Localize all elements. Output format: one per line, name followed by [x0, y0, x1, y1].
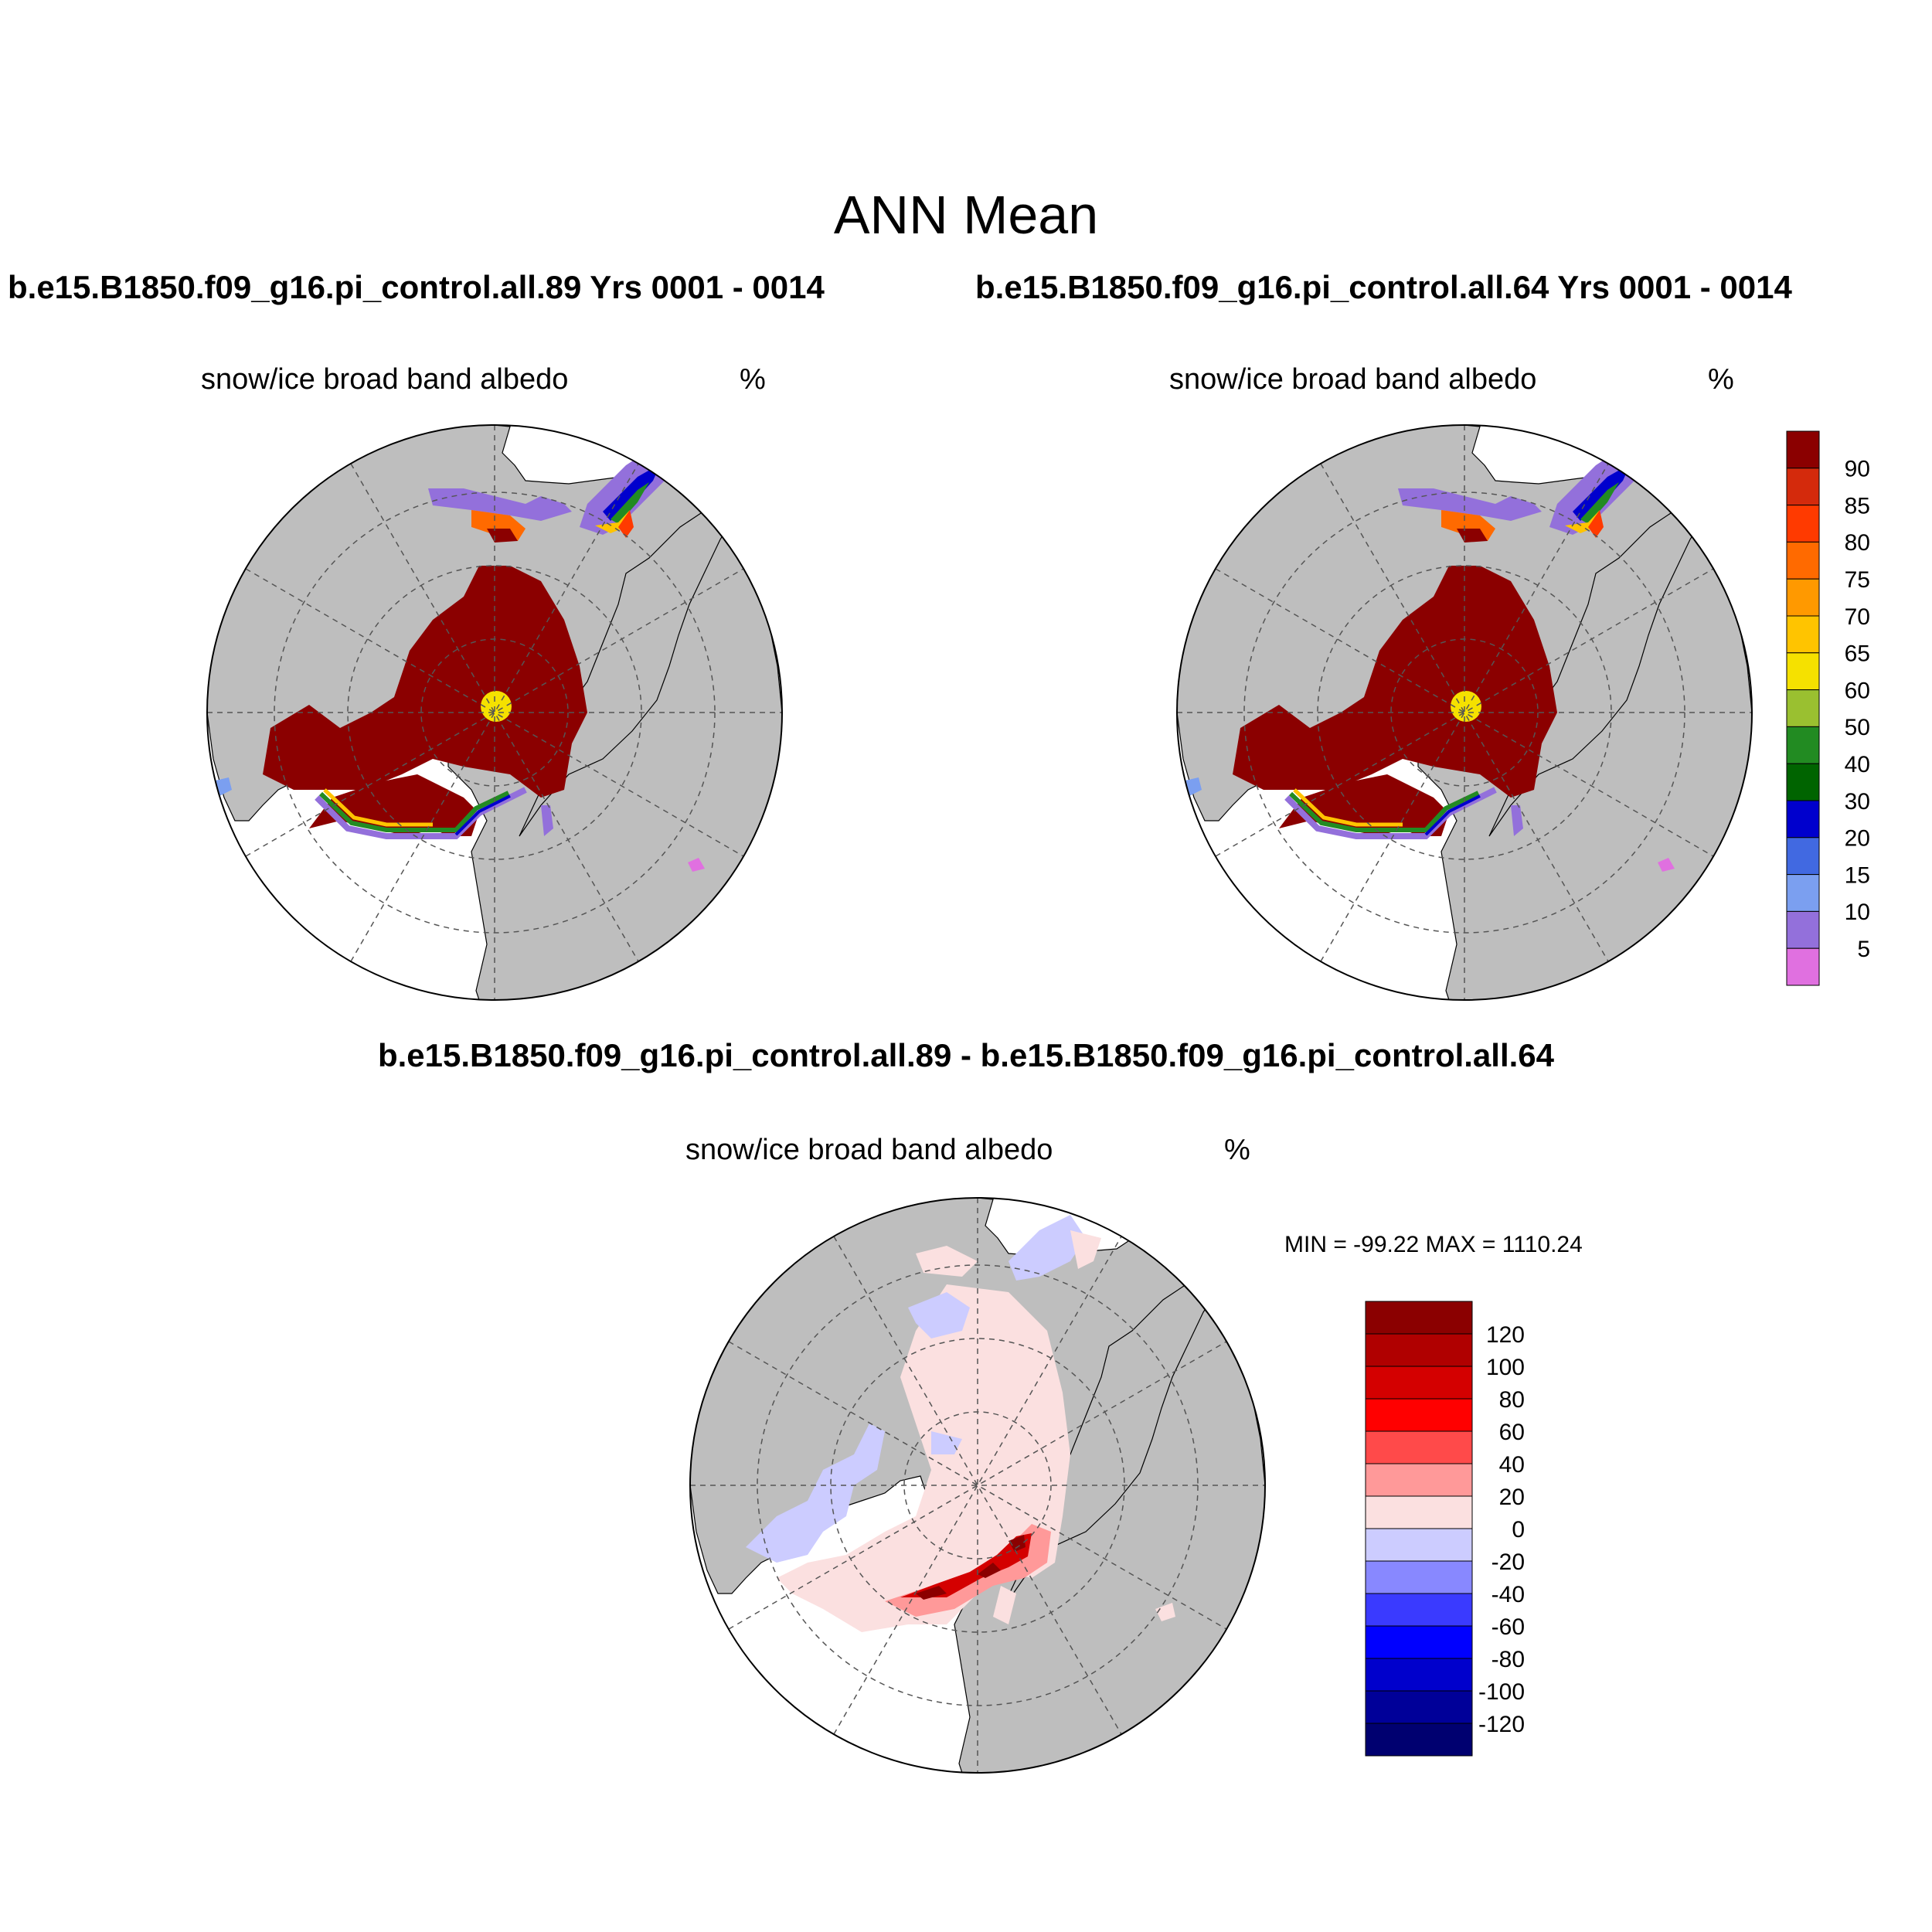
diff-colorbar-swatch [1365, 1625, 1473, 1659]
abs-colorbar-swatch [1786, 910, 1820, 949]
abs-colorbar-swatch [1786, 430, 1820, 469]
diff-colorbar-tick-label: 40 [1499, 1452, 1525, 1478]
diff-colorbar-tick-label: -80 [1492, 1647, 1525, 1672]
diff-colorbar-swatch [1365, 1366, 1473, 1400]
diff-colorbar-tick-label: -20 [1492, 1549, 1525, 1575]
diff-colorbar-swatch [1365, 1658, 1473, 1692]
abs-colorbar-tick-label: 65 [1845, 641, 1870, 667]
diff-colorbar-swatch [1365, 1430, 1473, 1464]
right-case-title: b.e15.B1850.f09_g16.pi_control.all.64 Yr… [975, 269, 1792, 305]
diff-variable-label: snow/ice broad band albedo [685, 1134, 1053, 1166]
diff-colorbar-tick-label: 100 [1486, 1355, 1525, 1380]
right-units-label: % [1708, 363, 1734, 396]
abs-colorbar-swatch [1786, 947, 1820, 986]
diff-colorbar-swatch [1365, 1593, 1473, 1627]
diff-colorbar-swatch [1365, 1333, 1473, 1367]
diff-minmax-label: MIN = -99.22 MAX = 1110.24 [1284, 1232, 1583, 1257]
abs-colorbar-tick-label: 40 [1845, 752, 1870, 777]
left-units-label: % [740, 363, 766, 396]
abs-colorbar-swatch [1786, 468, 1820, 506]
abs-colorbar-swatch [1786, 874, 1820, 912]
abs-colorbar-tick-label: 10 [1845, 900, 1870, 925]
diff-colorbar-tick-label: -100 [1478, 1679, 1525, 1705]
abs-colorbar-swatch [1786, 800, 1820, 838]
abs-colorbar-swatch [1786, 652, 1820, 691]
abs-colorbar-swatch [1786, 689, 1820, 727]
diff-colorbar-tick-label: 120 [1486, 1322, 1525, 1348]
diff-units-label: % [1224, 1134, 1250, 1166]
abs-colorbar-tick-label: 80 [1845, 530, 1870, 556]
abs-colorbar-swatch [1786, 837, 1820, 876]
left-case-title: b.e15.B1850.f09_g16.pi_control.all.89 Yr… [8, 269, 825, 305]
diff-colorbar-swatch [1365, 1495, 1473, 1529]
diff-colorbar-tick-label: 60 [1499, 1420, 1525, 1445]
abs-colorbar-tick-label: 60 [1845, 678, 1870, 703]
left-polar-map [206, 424, 783, 1001]
diff-colorbar-tick-label: 0 [1512, 1517, 1525, 1543]
left-variable-label: snow/ice broad band albedo [201, 363, 569, 396]
abs-colorbar-swatch [1786, 763, 1820, 801]
diff-colorbar-tick-label: -120 [1478, 1712, 1525, 1737]
diff-colorbar-tick-label: 80 [1499, 1387, 1525, 1413]
diff-case-title: b.e15.B1850.f09_g16.pi_control.all.89 - … [377, 1037, 1555, 1073]
abs-colorbar-swatch [1786, 615, 1820, 654]
abs-colorbar-swatch [1786, 541, 1820, 580]
right-polar-map [1176, 424, 1753, 1001]
difference-colorbar: 120 100 80 60 40 20 0 -20 -40 -60 -80 -100 -120 [1365, 1301, 1525, 1757]
abs-colorbar-swatch [1786, 505, 1820, 543]
diff-colorbar-swatch [1365, 1723, 1473, 1757]
abs-colorbar-tick-label: 50 [1845, 715, 1870, 740]
absolute-colorbar: 90 85 80 75 70 65 60 50 40 30 20 15 10 5 [1786, 430, 1870, 986]
diff-colorbar-tick-label: -40 [1492, 1582, 1525, 1607]
abs-colorbar-tick-label: 30 [1845, 789, 1870, 815]
diff-colorbar-tick-label: 20 [1499, 1485, 1525, 1510]
diff-polar-map [689, 1197, 1266, 1774]
abs-colorbar-tick-label: 70 [1845, 604, 1870, 630]
diff-colorbar-swatch [1365, 1690, 1473, 1724]
abs-colorbar-tick-label: 90 [1845, 457, 1870, 482]
abs-colorbar-tick-label: 75 [1845, 567, 1870, 593]
diff-colorbar-swatch [1365, 1463, 1473, 1497]
abs-colorbar-swatch [1786, 726, 1820, 764]
main-title: ANN Mean [833, 185, 1099, 245]
abs-colorbar-tick-label: 20 [1845, 826, 1870, 852]
diff-colorbar-swatch [1365, 1398, 1473, 1432]
abs-colorbar-tick-label: 15 [1845, 862, 1870, 888]
abs-colorbar-swatch [1786, 578, 1820, 617]
abs-colorbar-tick-label: 5 [1857, 937, 1870, 962]
abs-colorbar-tick-label: 85 [1845, 493, 1870, 519]
diff-colorbar-swatch [1365, 1528, 1473, 1562]
right-variable-label: snow/ice broad band albedo [1169, 363, 1537, 396]
diff-colorbar-swatch [1365, 1301, 1473, 1335]
diff-colorbar-tick-label: -60 [1492, 1614, 1525, 1640]
diff-colorbar-swatch [1365, 1560, 1473, 1594]
